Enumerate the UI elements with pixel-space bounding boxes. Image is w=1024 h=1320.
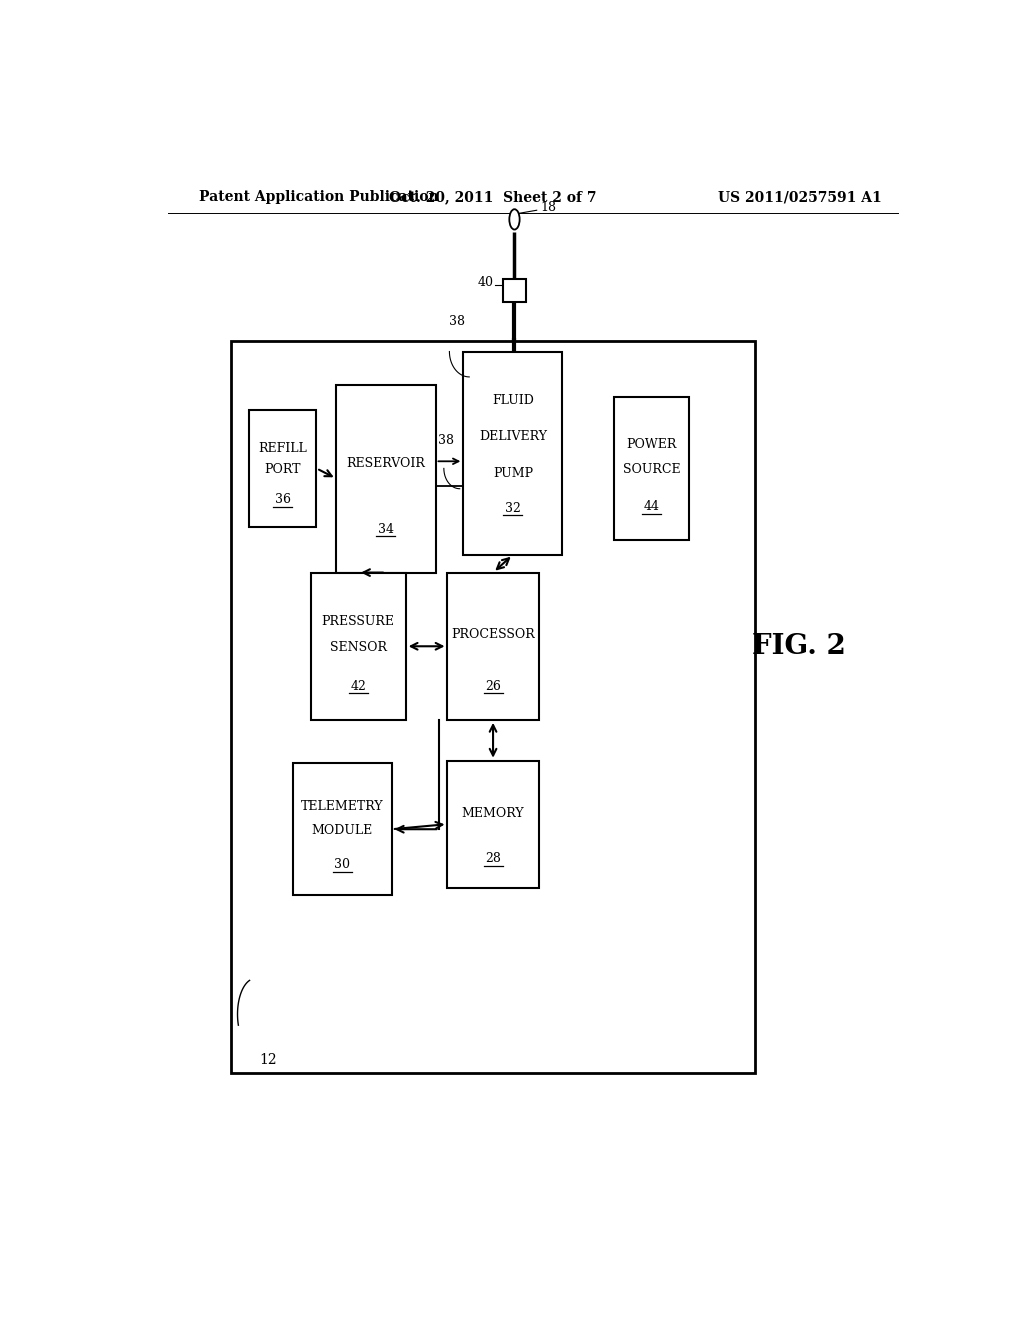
Text: REFILL: REFILL xyxy=(258,442,307,455)
Text: RESERVOIR: RESERVOIR xyxy=(346,457,425,470)
Ellipse shape xyxy=(509,210,519,230)
Bar xyxy=(310,573,406,719)
Text: Patent Application Publication: Patent Application Publication xyxy=(200,190,439,205)
Bar xyxy=(336,384,435,573)
Text: PRESSURE: PRESSURE xyxy=(322,615,394,628)
Text: 30: 30 xyxy=(334,858,350,871)
Text: 40: 40 xyxy=(477,276,494,289)
Text: MODULE: MODULE xyxy=(311,824,373,837)
Bar xyxy=(249,411,316,527)
Bar xyxy=(293,763,392,895)
Text: MEMORY: MEMORY xyxy=(462,808,524,821)
Text: 18: 18 xyxy=(541,201,557,214)
Bar xyxy=(503,280,526,302)
Bar xyxy=(447,760,539,887)
Text: 34: 34 xyxy=(378,523,394,536)
Text: DELIVERY: DELIVERY xyxy=(479,430,547,444)
Text: 36: 36 xyxy=(274,494,291,507)
Text: PUMP: PUMP xyxy=(493,467,532,480)
Text: FLUID: FLUID xyxy=(492,393,534,407)
Text: Oct. 20, 2011  Sheet 2 of 7: Oct. 20, 2011 Sheet 2 of 7 xyxy=(389,190,597,205)
Text: TELEMETRY: TELEMETRY xyxy=(301,800,384,813)
Text: SOURCE: SOURCE xyxy=(623,463,681,477)
Text: 38: 38 xyxy=(450,314,465,327)
Text: 32: 32 xyxy=(505,502,521,515)
Bar xyxy=(614,397,689,540)
Text: PORT: PORT xyxy=(264,463,301,477)
Text: 26: 26 xyxy=(485,680,501,693)
Text: 38: 38 xyxy=(437,434,454,447)
Text: FIG. 2: FIG. 2 xyxy=(752,632,846,660)
Text: PROCESSOR: PROCESSOR xyxy=(452,628,535,642)
Bar xyxy=(447,573,539,719)
Text: 44: 44 xyxy=(644,500,659,513)
Text: US 2011/0257591 A1: US 2011/0257591 A1 xyxy=(718,190,882,205)
Text: 28: 28 xyxy=(485,851,501,865)
Text: POWER: POWER xyxy=(627,438,677,450)
Bar xyxy=(463,351,562,554)
Bar xyxy=(231,342,755,1073)
Text: 42: 42 xyxy=(350,680,367,693)
Text: 12: 12 xyxy=(259,1053,276,1067)
Text: SENSOR: SENSOR xyxy=(330,642,387,655)
